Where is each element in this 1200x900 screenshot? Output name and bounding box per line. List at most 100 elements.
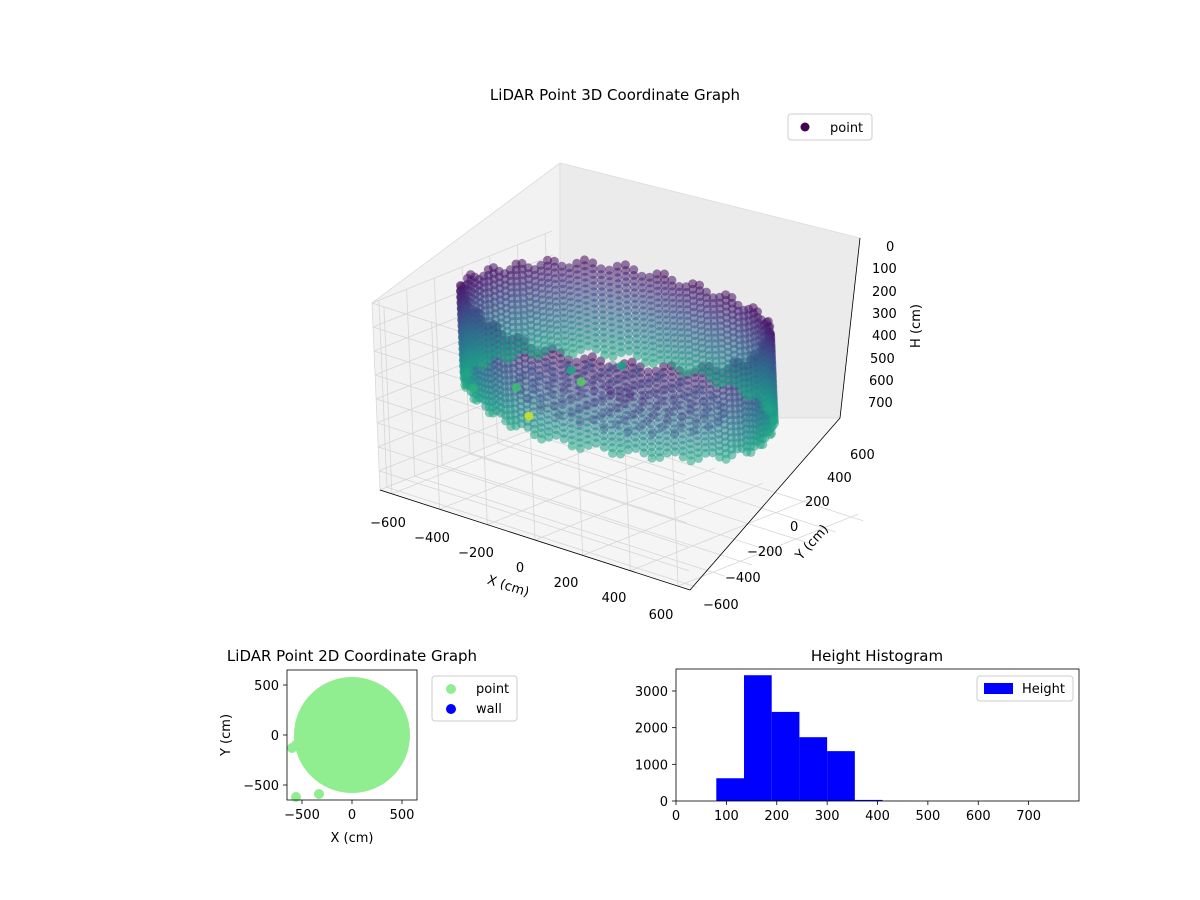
chart-3d-point — [642, 416, 652, 426]
chart-2d-legend: point wall — [431, 675, 518, 722]
chart-3d-point — [639, 378, 648, 388]
chart-3d-point — [533, 351, 543, 361]
chart-2d-x-tick: 500 — [390, 808, 415, 823]
chart-3d-point — [708, 448, 718, 458]
histogram-x-tick: 400 — [865, 809, 890, 824]
chart-3d-point — [536, 402, 546, 412]
chart-3d-point — [566, 365, 576, 375]
chart-3d-point — [567, 408, 577, 418]
chart-3d-point — [635, 422, 645, 432]
chart-3d-point — [632, 364, 642, 374]
chart-3d-point — [575, 417, 585, 427]
chart-3d-point — [662, 415, 672, 425]
chart-3d-grid-line — [406, 289, 416, 477]
histogram-x-tick: 500 — [915, 809, 940, 824]
chart-3d-legend-marker — [800, 122, 810, 132]
chart-3d-point — [561, 358, 571, 368]
chart-3d-point — [617, 361, 627, 371]
chart-3d-x-tick: 200 — [554, 576, 579, 591]
chart-2d-point — [314, 789, 324, 799]
chart-3d-point — [649, 388, 659, 398]
chart-3d-point — [604, 407, 613, 417]
chart-3d-point — [673, 380, 683, 390]
chart-3d-legend-label: point — [830, 121, 863, 136]
chart-3d-point — [547, 389, 557, 399]
chart-3d-grid-line — [383, 306, 393, 494]
chart-2d-y-tick: −500 — [243, 779, 279, 794]
chart-3d-point — [691, 365, 701, 375]
chart-3d-point — [583, 358, 593, 368]
chart-2d-legend-label-wall: wall — [476, 702, 502, 717]
chart-2d-ticks: −500 0 500 −500 0 500 — [243, 679, 414, 823]
chart-3d-x-axis-line — [379, 489, 691, 591]
chart-3d-point — [655, 453, 665, 462]
chart-3d-point — [582, 401, 592, 411]
chart-3d-grid-line — [414, 475, 725, 577]
chart-3d-point — [678, 452, 688, 462]
chart-3d-point — [625, 389, 635, 399]
histogram-bar — [771, 711, 800, 801]
chart-2d-point-cloud — [294, 677, 410, 793]
chart-3d-z-tick: 700 — [868, 396, 893, 411]
chart-3d-point — [616, 348, 626, 358]
chart-3d-y-tick: −400 — [725, 571, 761, 586]
chart-3d-point — [585, 363, 595, 373]
chart-3d-point — [553, 343, 563, 353]
chart-3d-z-tick: 100 — [872, 262, 897, 277]
chart-3d-point — [566, 393, 576, 403]
chart-3d-point — [699, 396, 709, 406]
chart-3d-point — [686, 456, 696, 466]
chart-3d-point — [606, 390, 616, 399]
chart-3d-x-tick: 400 — [602, 591, 627, 606]
chart-3d-point — [680, 391, 689, 401]
chart-3d-legend: point — [787, 113, 873, 141]
chart-3d-point — [468, 383, 478, 393]
chart-3d-point — [540, 347, 550, 356]
chart-3d-point — [482, 357, 492, 367]
chart-3d-point — [481, 401, 491, 411]
chart-3d-point — [567, 441, 577, 451]
histogram-legend-frame — [976, 675, 1074, 702]
histogram-y-tick: 3000 — [635, 685, 668, 700]
chart-3d-z-tick: 400 — [872, 329, 897, 344]
chart-3d-point — [625, 392, 635, 402]
chart-3d-point — [669, 393, 679, 403]
chart-3d-point — [647, 453, 657, 463]
chart-3d-x-tick: −200 — [458, 546, 494, 561]
chart-3d-point — [576, 389, 586, 399]
chart-3d-point — [769, 416, 779, 426]
chart-3d-point — [623, 445, 633, 455]
chart-2d-x-tick: 0 — [348, 808, 356, 823]
chart-3d-point — [676, 421, 686, 430]
histogram-legend-swatch — [984, 683, 1013, 694]
chart-3d-point — [662, 448, 672, 458]
histogram-bar — [744, 675, 772, 801]
chart-3d-point — [523, 394, 533, 404]
chart-3d-point — [574, 405, 584, 414]
chart-3d-point — [657, 422, 667, 432]
chart-3d-point — [672, 401, 682, 411]
histogram-x-tick: 200 — [764, 809, 789, 824]
chart-3d-point — [464, 367, 474, 377]
histogram-x-tick: 700 — [1016, 809, 1041, 824]
chart-3d-point — [700, 411, 709, 421]
chart-3d-point — [615, 386, 625, 396]
histogram-bars — [716, 675, 1077, 801]
chart-3d-point — [641, 358, 650, 367]
chart-3d-point — [601, 381, 611, 391]
chart-3d-grid-line — [378, 300, 388, 488]
chart-3d-point — [608, 448, 617, 458]
chart-3d-point — [656, 355, 666, 365]
chart-3d-grid-line — [378, 446, 689, 548]
chart-3d-point — [542, 361, 552, 371]
histogram-legend-label: Height — [1022, 682, 1065, 697]
chart-3d-point — [727, 450, 737, 460]
chart-3d-point — [611, 419, 621, 429]
chart-2d-title: LiDAR Point 2D Coordinate Graph — [227, 647, 477, 665]
chart-3d-point — [518, 370, 527, 380]
chart-3d-point — [600, 350, 610, 360]
chart-3d-point — [587, 377, 597, 387]
chart-3d-point — [760, 401, 770, 411]
histogram-bar — [799, 737, 828, 801]
